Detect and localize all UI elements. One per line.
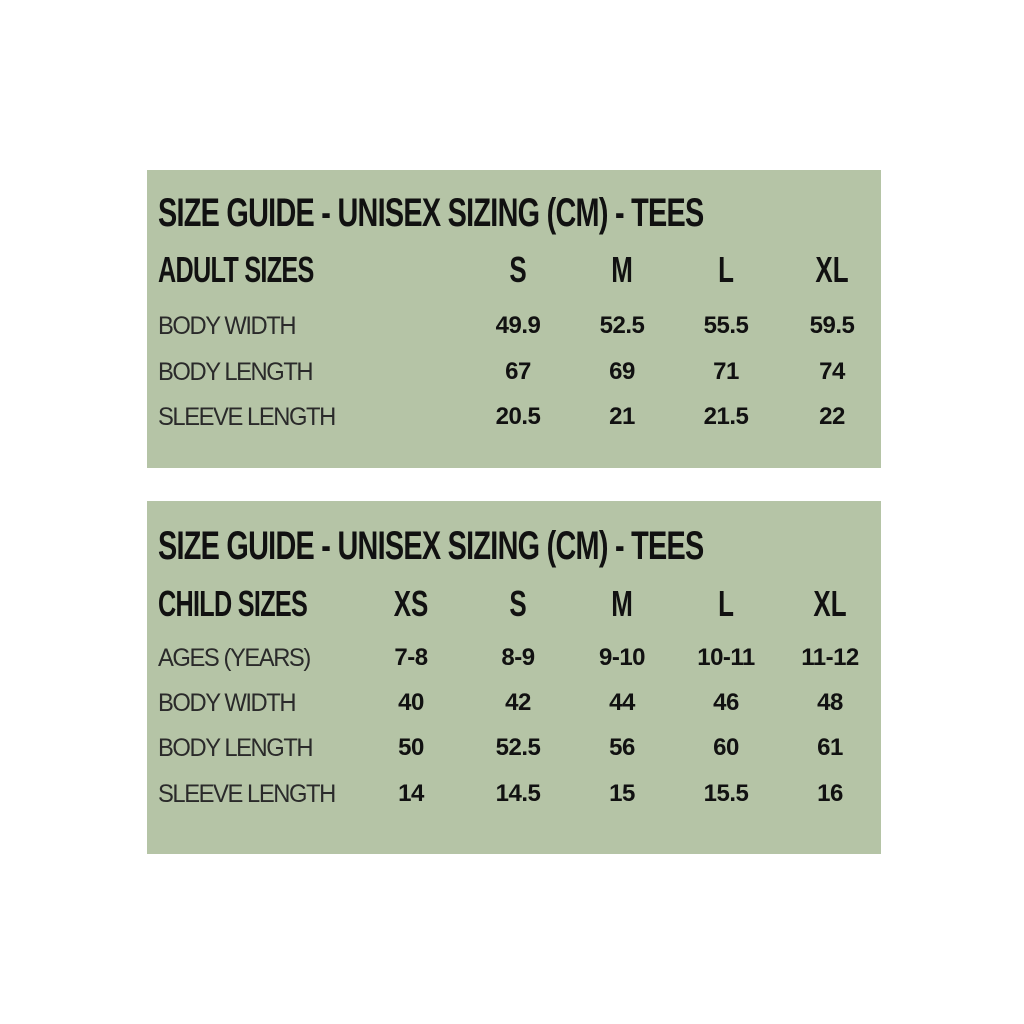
measurement-label: BODY LENGTH	[158, 734, 314, 762]
adult-size-table: SIZE GUIDE - UNISEX SIZING (CM) - TEES A…	[147, 170, 881, 468]
measurement-value: 10-11	[697, 644, 755, 671]
measurement-value: 8-9	[501, 644, 535, 671]
size-column-header: S	[509, 583, 527, 624]
measurement-value: 60	[713, 734, 739, 761]
measurement-value: 67	[505, 358, 531, 385]
measurement-value: 59.5	[809, 312, 855, 339]
measurement-value: 69	[609, 358, 635, 385]
size-column-header: M	[611, 583, 633, 624]
measurement-value: 44	[609, 689, 635, 716]
measurement-value: 21	[609, 403, 635, 430]
measurement-value: 55.5	[703, 312, 749, 339]
measurement-value: 52.5	[495, 734, 541, 761]
measurement-value: 20.5	[495, 403, 541, 430]
measurement-value: 14	[398, 780, 424, 807]
adult-table-title: SIZE GUIDE - UNISEX SIZING (CM) - TEES	[158, 191, 704, 235]
measurement-value: 9-10	[598, 644, 646, 671]
measurement-value: 74	[819, 358, 845, 385]
measurement-value: 71	[713, 358, 739, 385]
measurement-value: 22	[819, 403, 845, 430]
measurement-value: 46	[713, 689, 739, 716]
measurement-label: BODY WIDTH	[158, 689, 296, 717]
measurement-value: 15	[609, 780, 635, 807]
measurement-label: SLEEVE LENGTH	[158, 780, 336, 808]
measurement-label: BODY LENGTH	[158, 358, 314, 386]
measurement-value: 40	[398, 689, 424, 716]
measurement-value: 7-8	[394, 644, 428, 671]
adult-sizes-header: ADULT SIZES	[158, 249, 314, 290]
measurement-value: 42	[505, 689, 531, 716]
measurement-value: 14.5	[495, 780, 541, 807]
child-table-title: SIZE GUIDE - UNISEX SIZING (CM) - TEES	[158, 524, 704, 568]
size-column-header: XS	[393, 583, 429, 624]
size-column-header: S	[509, 249, 527, 290]
child-sizes-header: CHILD SIZES	[158, 583, 308, 624]
measurement-value: 48	[817, 689, 843, 716]
size-column-header: XL	[813, 583, 847, 624]
measurement-value: 16	[817, 780, 843, 807]
size-column-header: L	[718, 249, 734, 290]
measurement-label: AGES (YEARS)	[158, 644, 311, 672]
measurement-value: 49.9	[495, 312, 541, 339]
measurement-value: 21.5	[703, 403, 749, 430]
child-size-table: SIZE GUIDE - UNISEX SIZING (CM) - TEES C…	[147, 501, 881, 854]
size-column-header: M	[611, 249, 633, 290]
measurement-label: SLEEVE LENGTH	[158, 403, 336, 431]
measurement-value: 11-12	[801, 644, 859, 671]
measurement-value: 61	[817, 734, 843, 761]
measurement-label: BODY WIDTH	[158, 312, 296, 340]
measurement-value: 56	[609, 734, 635, 761]
size-column-header: XL	[815, 249, 849, 290]
measurement-value: 15.5	[703, 780, 749, 807]
size-column-header: L	[718, 583, 734, 624]
measurement-value: 52.5	[599, 312, 645, 339]
measurement-value: 50	[398, 734, 424, 761]
